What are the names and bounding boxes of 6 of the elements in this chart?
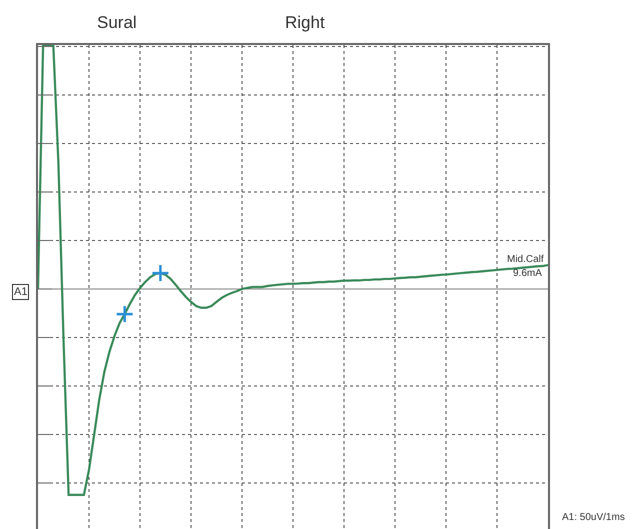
text: A1: [14, 286, 28, 298]
text: A1: 50uV/1ms: [562, 512, 625, 523]
annotation: Mid.Calf: [507, 254, 544, 265]
annotation: 9.6mA: [513, 268, 542, 279]
text: Sural: [97, 13, 137, 32]
text: Right: [285, 13, 325, 32]
